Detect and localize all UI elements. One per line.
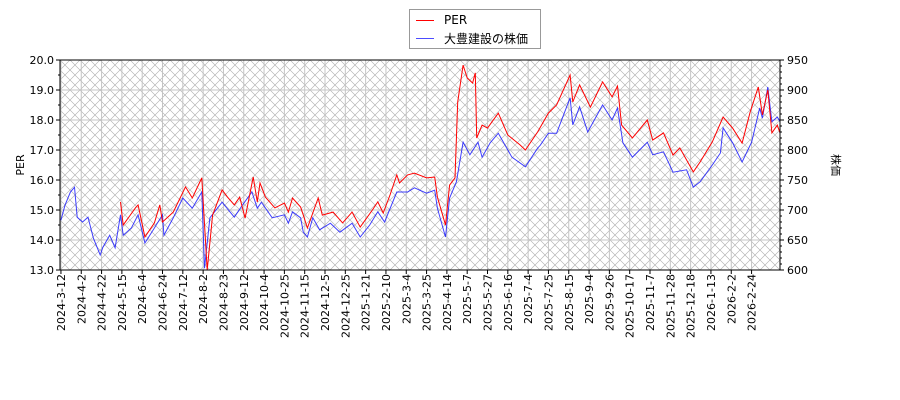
y-tick-label-left: 19.0	[30, 84, 55, 97]
x-tick-label: 2024-12-5	[319, 274, 332, 331]
plot-area	[60, 60, 780, 270]
legend-swatch-per	[416, 19, 434, 21]
y-tick-label-left: 17.0	[30, 144, 55, 157]
x-tick-label: 2025-5-7	[461, 274, 474, 324]
y-tick-label-right: 750	[787, 174, 808, 187]
x-tick-label: 2025-7-4	[522, 274, 535, 324]
grid	[60, 59, 780, 271]
per-line	[120, 64, 781, 271]
x-tick-label: 2025-1-21	[360, 274, 373, 331]
y-tick-label-right: 800	[787, 144, 808, 157]
y-tick-label-left: 13.0	[30, 264, 55, 277]
y-tick-label-right: 700	[787, 204, 808, 217]
y-tick-label-right: 650	[787, 234, 808, 247]
legend-swatch-price	[416, 37, 434, 39]
y-tick-label-left: 18.0	[30, 114, 55, 127]
x-tick-label: 2024-11-15	[299, 274, 312, 338]
y-tick-label-right: 850	[787, 114, 808, 127]
x-tick-label: 2026-1-13	[705, 274, 718, 331]
y-axis-label-right: 株価	[829, 154, 843, 176]
x-tick-label: 2025-9-4	[583, 274, 596, 324]
x-tick-label: 2025-6-16	[502, 274, 515, 331]
legend-item-price: 大豊建設の株価	[416, 29, 528, 47]
y-tick-label-right: 600	[787, 264, 808, 277]
x-tick-label: 2024-10-4	[258, 274, 271, 331]
price-line	[60, 86, 781, 269]
x-tick-label: 2024-4-2	[75, 274, 88, 324]
x-tick-label: 2025-5-27	[482, 274, 495, 331]
x-tick-label: 2024-6-4	[136, 274, 149, 324]
y-tick-label-right: 900	[787, 84, 808, 97]
legend: PER 大豊建設の株価	[409, 9, 541, 49]
x-tick-label: 2025-11-7	[644, 274, 657, 331]
x-tick-label: 2024-8-2	[197, 274, 210, 324]
axes: 2024-3-12 2024-4-2 2024-4-22 2024-5-15 2024-…	[30, 54, 809, 338]
x-tick-label: 2024-6-24	[157, 274, 170, 331]
series-lines	[60, 64, 781, 271]
x-tick-label: 2024-9-12	[238, 274, 251, 331]
y-tick-label-left: 20.0	[30, 54, 55, 67]
x-tick-label: 2025-4-14	[441, 274, 454, 331]
y-tick-label-right: 950	[787, 54, 808, 67]
y-tick-label-left: 16.0	[30, 174, 55, 187]
x-tick-label: 2025-2-10	[380, 274, 393, 331]
x-tick-label: 2025-8-15	[563, 274, 576, 331]
legend-label-price: 大豊建設の株価	[444, 31, 529, 46]
x-tick-label: 2025-3-4	[400, 274, 413, 324]
x-tick-label: 2025-12-18	[685, 274, 698, 338]
x-tick-label: 2026-2-2	[725, 274, 738, 324]
y-tick-label-left: 14.0	[30, 234, 55, 247]
x-tick-label: 2024-3-12	[55, 274, 68, 331]
legend-item-per: PER	[416, 11, 467, 29]
x-tick-label: 2024-4-22	[96, 274, 109, 331]
x-tick-label: 2024-5-15	[116, 274, 129, 331]
x-tick-label: 2025-9-26	[603, 274, 616, 331]
x-tick-label: 2024-8-23	[217, 274, 230, 331]
y-axis-label-left: PER	[14, 154, 27, 176]
x-tick-label: 2025-10-17	[624, 274, 637, 338]
x-tick-label: 2024-12-25	[339, 274, 352, 338]
x-tick-label: 2024-10-25	[278, 274, 291, 338]
x-tick-label: 2026-2-24	[746, 274, 759, 331]
legend-label-per: PER	[444, 13, 468, 27]
x-tick-label: 2025-3-25	[421, 274, 434, 331]
y-tick-label-left: 15.0	[30, 204, 55, 217]
x-tick-label: 2025-7-25	[542, 274, 555, 331]
x-tick-label: 2025-11-28	[664, 274, 677, 338]
x-tick-label: 2024-7-12	[177, 274, 190, 331]
